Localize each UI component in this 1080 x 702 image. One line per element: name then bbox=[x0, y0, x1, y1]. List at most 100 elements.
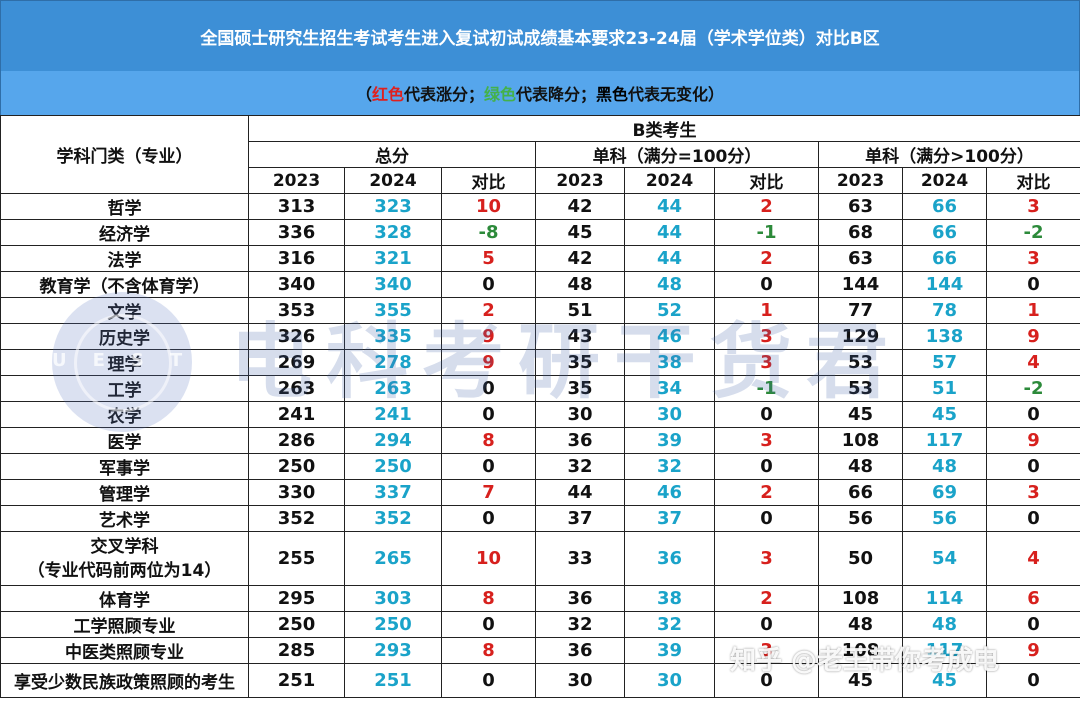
single100-2023-cell: 33 bbox=[535, 531, 625, 586]
total-diff-cell: 0 bbox=[441, 401, 536, 428]
single100-2023-cell: 32 bbox=[535, 453, 625, 480]
total-2024-cell: 241 bbox=[344, 401, 442, 428]
diff-header: 对比 bbox=[714, 167, 819, 194]
total-2024-cell: 303 bbox=[344, 585, 442, 612]
total-2023-cell: 250 bbox=[248, 453, 345, 480]
page-title: 全国硕士研究生招生考试考生进入复试初试成绩基本要求23-24届（学术学位类）对比… bbox=[200, 28, 880, 49]
single100-2024-cell: 38 bbox=[624, 585, 715, 612]
single100-diff-cell: 3 bbox=[714, 427, 819, 454]
color-legend: （红色 代表涨分； 绿色 代表降分； 黑色 代表无变化） bbox=[0, 71, 1080, 116]
single-over-2024-cell: 78 bbox=[902, 297, 987, 324]
total-diff-cell: 10 bbox=[441, 531, 536, 586]
single100-2024-cell: 44 bbox=[624, 245, 715, 272]
total-2023-cell: 326 bbox=[248, 323, 345, 350]
single-over-diff-cell: 9 bbox=[986, 323, 1080, 350]
total-2024-cell: 355 bbox=[344, 297, 442, 324]
single-over-diff-cell: 0 bbox=[986, 505, 1080, 532]
total-diff-cell: 0 bbox=[441, 611, 536, 638]
single100-diff-cell: 0 bbox=[714, 401, 819, 428]
single-over-2023-cell: 48 bbox=[818, 611, 903, 638]
single100-2023-cell: 35 bbox=[535, 349, 625, 376]
total-2024-cell: 294 bbox=[344, 427, 442, 454]
subject-cell: 医学 bbox=[0, 427, 249, 454]
single100-2024-cell: 38 bbox=[624, 349, 715, 376]
total-2024-cell: 250 bbox=[344, 453, 442, 480]
single100-diff-cell: 3 bbox=[714, 349, 819, 376]
single-over-2023-cell: 48 bbox=[818, 453, 903, 480]
total-diff-cell: 8 bbox=[441, 585, 536, 612]
table-row: 中医类照顾专业 285 293 8 36 39 3 108 117 9 bbox=[0, 637, 1080, 664]
year-2024-header: 2024 bbox=[624, 167, 715, 194]
single-over-2024-cell: 66 bbox=[902, 219, 987, 246]
single100-2023-cell: 36 bbox=[535, 637, 625, 664]
single-over-2024-cell: 114 bbox=[902, 585, 987, 612]
subject-cell: 文学 bbox=[0, 297, 249, 324]
single100-diff-cell: 3 bbox=[714, 323, 819, 350]
total-2023-cell: 336 bbox=[248, 219, 345, 246]
single100-2023-cell: 37 bbox=[535, 505, 625, 532]
year-2024-header: 2024 bbox=[902, 167, 987, 194]
single-over-2024-cell: 48 bbox=[902, 453, 987, 480]
table-row: 理学 269 278 9 35 38 3 53 57 4 bbox=[0, 349, 1080, 376]
subject-cell: 哲学 bbox=[0, 193, 249, 220]
total-diff-cell: 2 bbox=[441, 297, 536, 324]
total-diff-cell: 10 bbox=[441, 193, 536, 220]
subject-cell: 中医类照顾专业 bbox=[0, 637, 249, 664]
single100-2024-cell: 30 bbox=[624, 663, 715, 698]
single-over-diff-cell: 0 bbox=[986, 401, 1080, 428]
single-over-2023-cell: 68 bbox=[818, 219, 903, 246]
single-over-2024-cell: 69 bbox=[902, 479, 987, 506]
single100-diff-cell: 2 bbox=[714, 479, 819, 506]
single100-2023-cell: 30 bbox=[535, 663, 625, 698]
total-2023-cell: 330 bbox=[248, 479, 345, 506]
total-2023-cell: 340 bbox=[248, 271, 345, 298]
single-over-2024-cell: 51 bbox=[902, 375, 987, 402]
single100-diff-cell: 3 bbox=[714, 531, 819, 586]
total-diff-cell: 7 bbox=[441, 479, 536, 506]
total-diff-cell: 0 bbox=[441, 505, 536, 532]
total-2023-cell: 285 bbox=[248, 637, 345, 664]
single100-2024-cell: 46 bbox=[624, 479, 715, 506]
total-diff-cell: -8 bbox=[441, 219, 536, 246]
single-over-2024-cell: 138 bbox=[902, 323, 987, 350]
table-row: 工学 263 263 0 35 34 -1 53 51 -2 bbox=[0, 375, 1080, 402]
total-2023-cell: 255 bbox=[248, 531, 345, 586]
total-2023-cell: 286 bbox=[248, 427, 345, 454]
legend-green-rest: 代表降分； bbox=[516, 85, 597, 104]
single-over-2023-cell: 56 bbox=[818, 505, 903, 532]
total-diff-cell: 8 bbox=[441, 637, 536, 664]
single-over-2024-cell: 48 bbox=[902, 611, 987, 638]
legend-black-word: 黑色 bbox=[596, 85, 629, 104]
single-over-2023-cell: 129 bbox=[818, 323, 903, 350]
table-row: 经济学 336 328 -8 45 44 -1 68 66 -2 bbox=[0, 219, 1080, 246]
legend-green-word: 绿色 bbox=[483, 85, 516, 104]
single-over-2024-cell: 117 bbox=[902, 427, 987, 454]
single100-2023-cell: 32 bbox=[535, 611, 625, 638]
total-2024-cell: 321 bbox=[344, 245, 442, 272]
single100-diff-cell: 1 bbox=[714, 297, 819, 324]
single-over-diff-cell: 9 bbox=[986, 427, 1080, 454]
total-2023-cell: 316 bbox=[248, 245, 345, 272]
total-diff-cell: 0 bbox=[441, 375, 536, 402]
single-over-2024-cell: 66 bbox=[902, 245, 987, 272]
single-over-2023-cell: 108 bbox=[818, 585, 903, 612]
total-diff-cell: 9 bbox=[441, 349, 536, 376]
single-over-2023-cell: 45 bbox=[818, 663, 903, 698]
single100-2024-cell: 37 bbox=[624, 505, 715, 532]
subject-cell: 军事学 bbox=[0, 453, 249, 480]
table-row: 历史学 326 335 9 43 46 3 129 138 9 bbox=[0, 323, 1080, 350]
total-header: 总分 bbox=[248, 141, 536, 168]
single100-2024-cell: 46 bbox=[624, 323, 715, 350]
subject-cell: 教育学（不含体育学） bbox=[0, 271, 249, 298]
single-over-2023-cell: 77 bbox=[818, 297, 903, 324]
year-2023-header: 2023 bbox=[535, 167, 625, 194]
single100-2024-cell: 39 bbox=[624, 427, 715, 454]
single-over-2024-cell: 117 bbox=[902, 637, 987, 664]
single-over-diff-cell: 3 bbox=[986, 479, 1080, 506]
total-2024-cell: 337 bbox=[344, 479, 442, 506]
table-row: 农学 241 241 0 30 30 0 45 45 0 bbox=[0, 401, 1080, 428]
year-2023-header: 2023 bbox=[818, 167, 903, 194]
single100-2024-cell: 32 bbox=[624, 611, 715, 638]
total-2023-cell: 250 bbox=[248, 611, 345, 638]
single-over-2023-cell: 63 bbox=[818, 245, 903, 272]
